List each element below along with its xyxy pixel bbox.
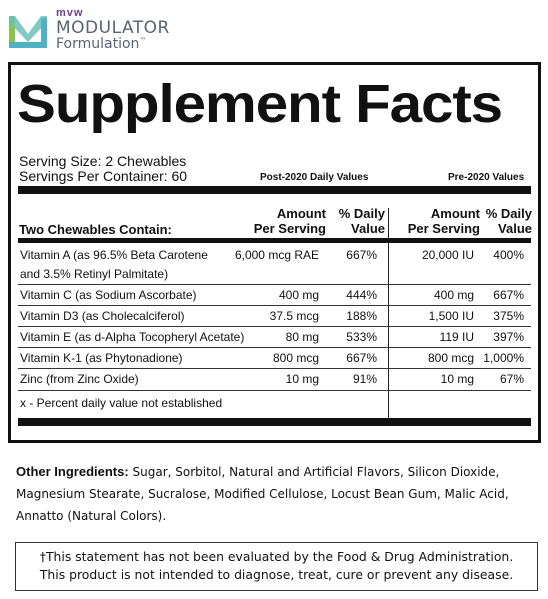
table-row: Vitamin K-1 (as Phytonadione) 800 mcg 66… — [18, 348, 531, 369]
nutrient-name: Vitamin D3 (as Cholecalciferol) — [20, 309, 185, 323]
modulator-logo-icon — [9, 16, 47, 48]
post-dv: 667% — [346, 248, 377, 262]
post-dv: 188% — [346, 309, 377, 323]
pre-amount: 119 IU — [439, 330, 474, 344]
fda-disclaimer: †This statement has not been evaluated b… — [15, 542, 538, 591]
serving-size: Serving Size: 2 Chewables — [19, 153, 187, 169]
nutrient-name-cont: and 3.5% Retinyl Palmitate) — [20, 267, 169, 281]
pre-amount: 20,000 IU — [421, 248, 474, 262]
pre-dv: 400% — [493, 248, 524, 262]
brand-prefix: mvw — [56, 7, 84, 19]
servings-per-container: Servings Per Container: 60 — [19, 168, 188, 184]
top-rule — [18, 186, 531, 194]
post-amount: 10 mg — [285, 372, 319, 386]
post-2020-header: Post-2020 Daily Values — [260, 172, 369, 183]
nutrient-name: Vitamin A (as 96.5% Beta Carotene — [20, 248, 208, 262]
pre-amount: 10 mg — [440, 372, 474, 386]
post-dv: 91% — [352, 372, 377, 386]
post-amount: 800 mcg — [272, 351, 319, 365]
table-row: Vitamin C (as Sodium Ascorbate) 400 mg 4… — [18, 285, 531, 306]
pre-dv: 667% — [493, 288, 524, 302]
other-ingredients: Other Ingredients: Sugar, Sorbitol, Natu… — [16, 461, 516, 527]
pre-dv: 67% — [499, 372, 524, 386]
disclaimer-line-1: †This statement has not been evaluated b… — [39, 549, 514, 564]
post-amount: 400 mg — [278, 288, 319, 302]
pre-dv: 375% — [493, 309, 524, 323]
post-amount: 80 mg — [285, 330, 319, 344]
post-dv: 533% — [346, 330, 377, 344]
header-rule — [18, 238, 531, 243]
brand-sub: Formulation™ — [56, 36, 147, 52]
bottom-rule — [18, 418, 531, 426]
contain-label: Two Chewables Contain: — [19, 222, 172, 237]
post-amount-header: Amount Per Serving — [253, 206, 326, 236]
post-amount: 6,000 mcg RAE — [234, 248, 319, 262]
pre-amount: 400 mg — [433, 288, 474, 302]
footnote: x - Percent daily value not established — [20, 396, 223, 410]
nutrient-name: Vitamin E (as d-Alpha Tocopheryl Acetate… — [20, 330, 245, 344]
supplement-facts-panel: Supplement Facts Serving Size: 2 Chewabl… — [8, 62, 541, 443]
nutrient-name: Vitamin K-1 (as Phytonadione) — [20, 351, 183, 365]
brand-name: MODULATOR — [56, 18, 170, 38]
brand-logo: mvw MODULATOR Formulation™ — [8, 8, 170, 54]
disclaimer-line-2: This product is not intended to diagnose… — [39, 567, 514, 582]
nutrient-name: Vitamin C (as Sodium Ascorbate) — [20, 288, 197, 302]
table-row: Vitamin E (as d-Alpha Tocopheryl Acetate… — [18, 327, 531, 348]
footnote-row: x - Percent daily value not established — [18, 391, 531, 414]
table-row: Vitamin D3 (as Cholecalciferol) 37.5 mcg… — [18, 306, 531, 327]
other-ingredients-text: Sugar, Sorbitol, Natural and Artificial … — [16, 465, 509, 523]
post-dv: 667% — [346, 351, 377, 365]
pre-2020-header: Pre-2020 Values — [448, 172, 525, 183]
pre-dv: 1,000% — [483, 351, 524, 365]
post-dv: 444% — [346, 288, 377, 302]
panel-title: Supplement Facts — [17, 74, 503, 134]
column-divider — [388, 208, 389, 420]
post-dv-header: % Daily Value — [338, 206, 385, 236]
table-row: Zinc (from Zinc Oxide) 10 mg 91% 10 mg 6… — [18, 369, 531, 391]
post-amount: 37.5 mcg — [269, 309, 319, 323]
table-row: Vitamin A (as 96.5% Beta Carotene and 3.… — [18, 245, 531, 285]
other-ingredients-label: Other Ingredients: — [16, 464, 129, 479]
pre-amount: 1,500 IU — [428, 309, 474, 323]
pre-amount: 800 mcg — [427, 351, 474, 365]
pre-dv-header: % Daily Value — [485, 206, 532, 236]
nutrient-name: Zinc (from Zinc Oxide) — [20, 372, 139, 386]
pre-amount-header: Amount Per Serving — [407, 206, 480, 236]
pre-dv: 397% — [493, 330, 524, 344]
